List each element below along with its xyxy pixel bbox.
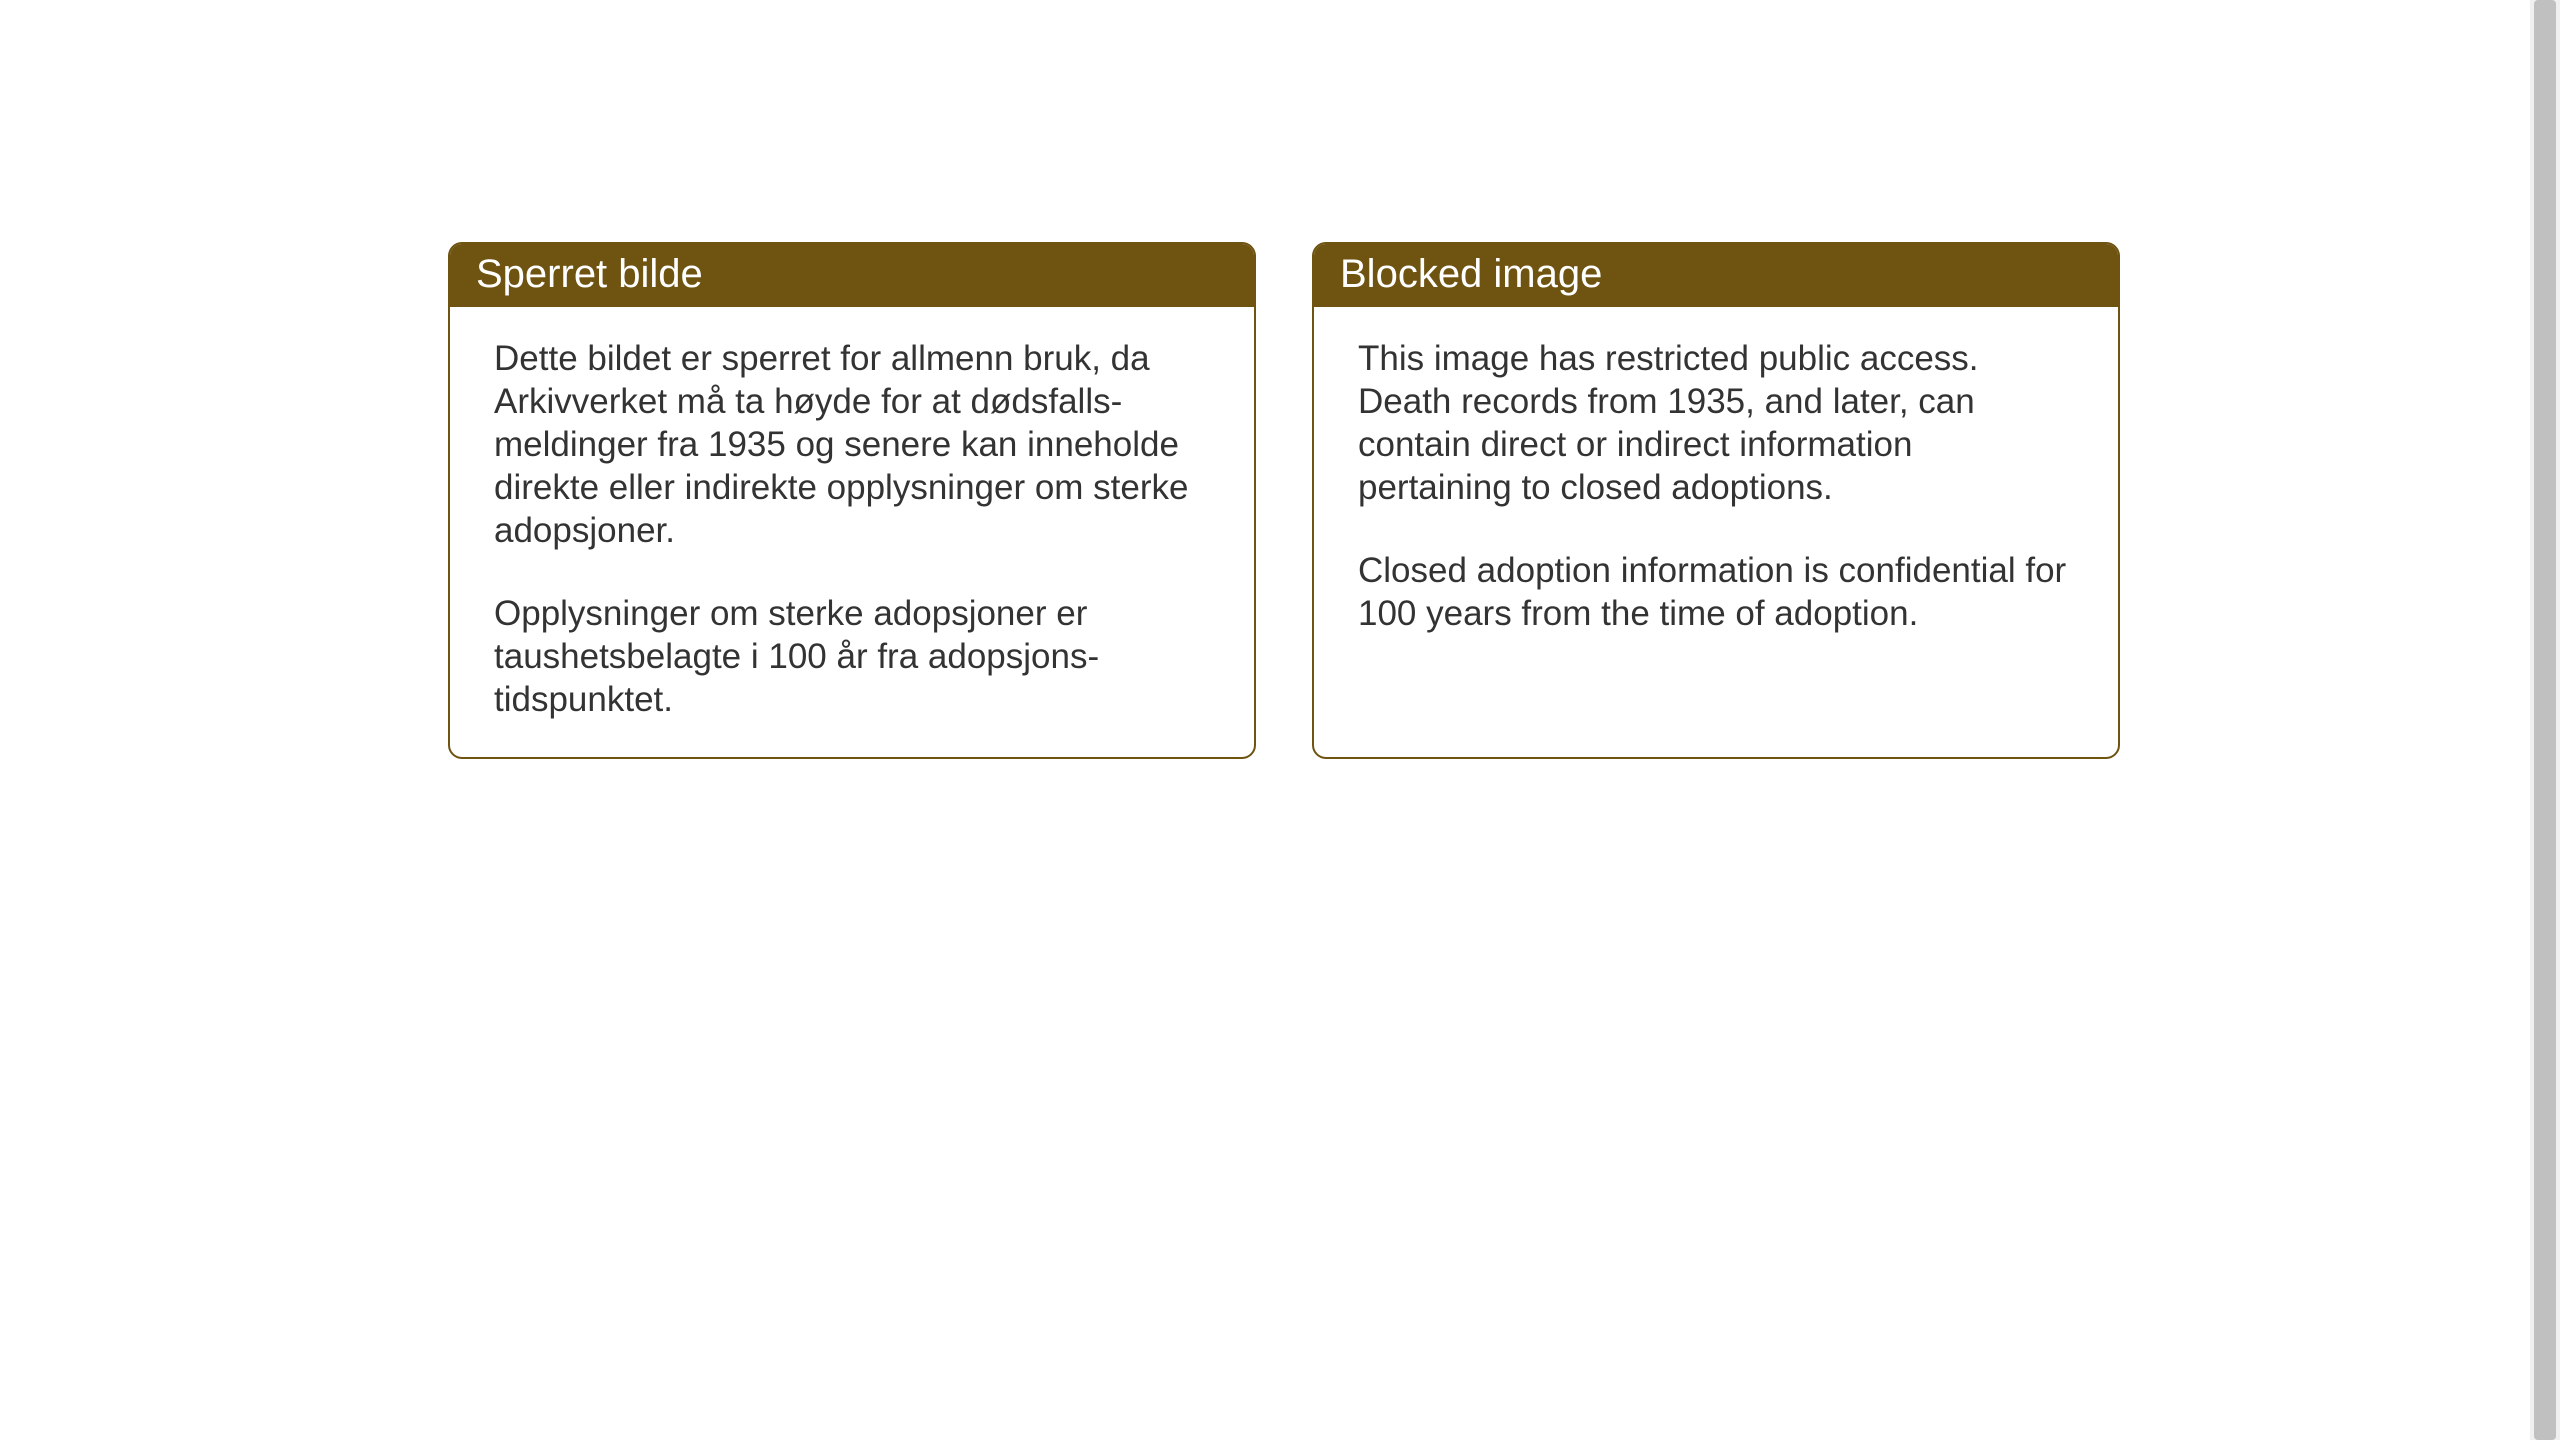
notice-box-english: Blocked image This image has restricted … [1312,242,2120,759]
notice-paragraph: This image has restricted public access.… [1358,337,2074,509]
notice-header-norwegian: Sperret bilde [450,244,1254,307]
notices-container: Sperret bilde Dette bildet er sperret fo… [0,0,2560,759]
scrollbar-track [2530,0,2560,1440]
notice-body-english: This image has restricted public access.… [1314,307,2118,671]
notice-box-norwegian: Sperret bilde Dette bildet er sperret fo… [448,242,1256,759]
notice-header-english: Blocked image [1314,244,2118,307]
notice-paragraph: Closed adoption information is confident… [1358,549,2074,635]
scrollbar-thumb[interactable] [2534,0,2556,1440]
notice-body-norwegian: Dette bildet er sperret for allmenn bruk… [450,307,1254,757]
notice-paragraph: Dette bildet er sperret for allmenn bruk… [494,337,1210,552]
notice-paragraph: Opplysninger om sterke adopsjoner er tau… [494,592,1210,721]
